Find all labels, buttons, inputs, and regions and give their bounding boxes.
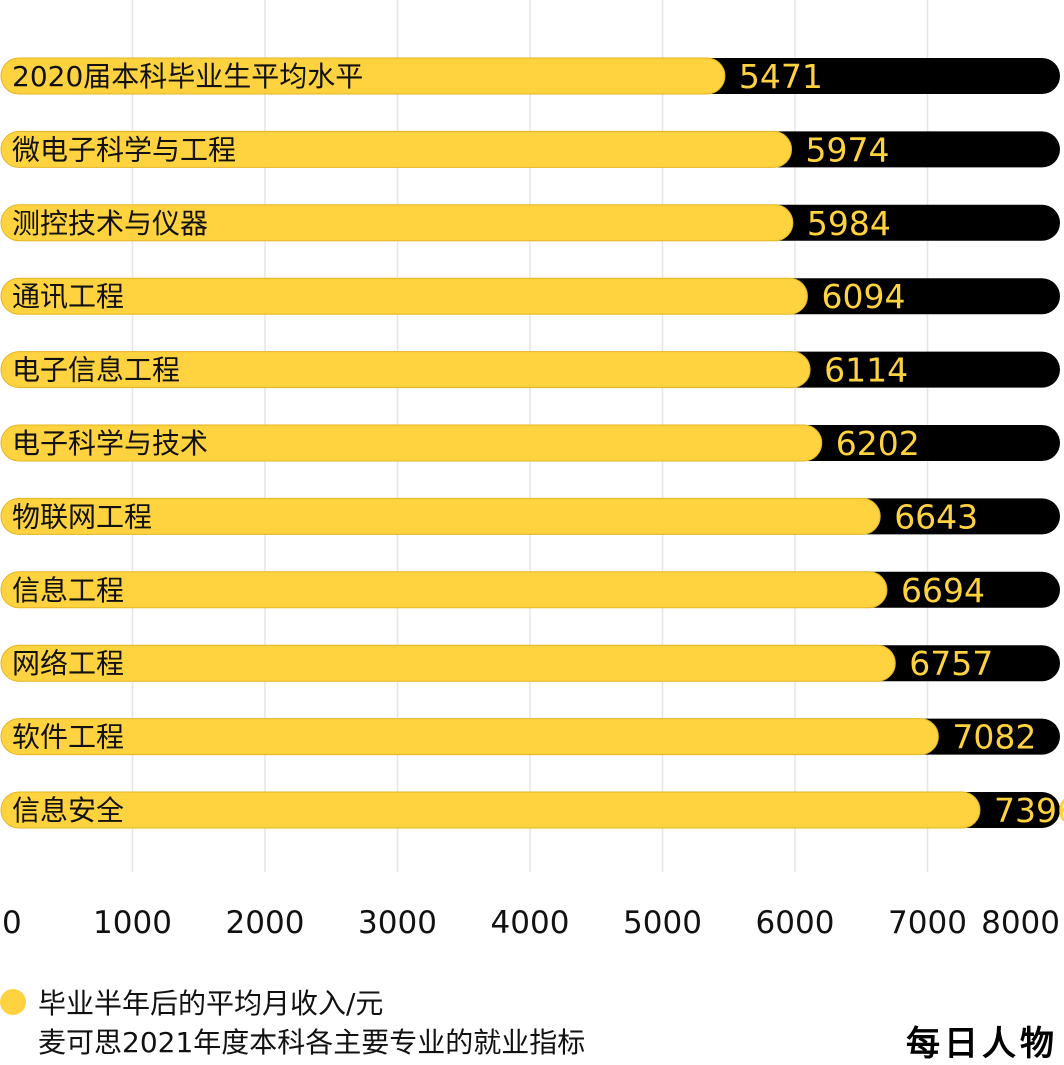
data-label: 5974: [806, 130, 890, 169]
legend-item: 毕业半年后的平均月收入/元: [0, 982, 900, 1022]
data-label: 5471: [739, 57, 823, 96]
bar: [0, 718, 939, 756]
category-label: 测控技术与仪器: [12, 207, 208, 240]
data-label: 7396: [994, 791, 1064, 830]
legend: 毕业半年后的平均月收入/元: [0, 982, 900, 1022]
bar: [0, 497, 881, 535]
bar-row: 物联网工程 6643: [0, 497, 1060, 536]
x-tick-label: 1000: [93, 905, 172, 941]
x-tick-label: 3000: [358, 905, 437, 941]
bar: [0, 644, 896, 682]
bar-row: 信息工程 6694: [0, 571, 1060, 610]
category-label: 信息工程: [12, 574, 124, 607]
bar: [0, 571, 888, 609]
category-label: 通讯工程: [12, 280, 124, 313]
bar: [0, 791, 981, 829]
data-label: 6694: [901, 571, 985, 610]
bar: [0, 351, 811, 389]
data-label: 6643: [894, 497, 978, 536]
data-label: 7082: [952, 718, 1036, 757]
x-tick-label: 8000: [981, 905, 1060, 941]
bar-row: 电子科学与技术 6202: [0, 424, 1060, 463]
category-label: 微电子科学与工程: [12, 133, 236, 166]
category-label: 2020届本科毕业生平均水平: [12, 60, 363, 93]
data-label: 6094: [821, 277, 905, 316]
bar-row: 软件工程 7082: [0, 718, 1060, 757]
x-axis-ticks: 0 1000 2000 3000 4000 5000 6000 7000 8000: [2, 905, 1060, 941]
category-label: 物联网工程: [12, 500, 152, 533]
bar-row: 信息安全 7396: [0, 791, 1064, 830]
bar: [0, 130, 793, 168]
x-tick-label: 2000: [226, 905, 305, 941]
x-tick-label: 6000: [756, 905, 835, 941]
x-tick-label: 7000: [888, 905, 967, 941]
category-label: 电子科学与技术: [12, 427, 208, 460]
bar-row: 测控技术与仪器 5984: [0, 204, 1060, 243]
x-tick-label: 4000: [491, 905, 570, 941]
source-note: 麦可思2021年度本科各主要专业的就业指标: [38, 1026, 586, 1059]
bar-row: 2020届本科毕业生平均水平 5471: [0, 57, 1060, 96]
bars: 2020届本科毕业生平均水平 5471 微电子科学与工程 5974 测控技术与仪器 598…: [0, 57, 1064, 830]
legend-swatch: [0, 989, 26, 1015]
x-tick-label: 5000: [623, 905, 702, 941]
category-label: 网络工程: [12, 647, 124, 680]
data-label: 6757: [909, 644, 993, 683]
bar: [0, 424, 823, 462]
bar: [0, 57, 726, 95]
bar-chart: 2020届本科毕业生平均水平 5471 微电子科学与工程 5974 测控技术与仪器 598…: [0, 0, 1064, 941]
category-label: 信息安全: [12, 794, 124, 827]
bar: [0, 204, 794, 242]
category-label: 电子信息工程: [12, 354, 180, 387]
data-label: 5984: [807, 204, 891, 243]
category-label: 软件工程: [12, 721, 124, 754]
legend-label: 毕业半年后的平均月收入/元: [38, 987, 384, 1020]
bar-row: 电子信息工程 6114: [0, 351, 1060, 390]
bar-row: 微电子科学与工程 5974: [0, 130, 1060, 169]
bar-row: 网络工程 6757: [0, 644, 1060, 683]
bar: [0, 277, 808, 315]
x-tick-label: 0: [2, 905, 22, 941]
bar-row: 通讯工程 6094: [0, 277, 1060, 316]
data-label: 6114: [824, 351, 908, 390]
data-label: 6202: [836, 424, 920, 463]
brand-logo: 每日人物: [906, 1024, 1058, 1064]
